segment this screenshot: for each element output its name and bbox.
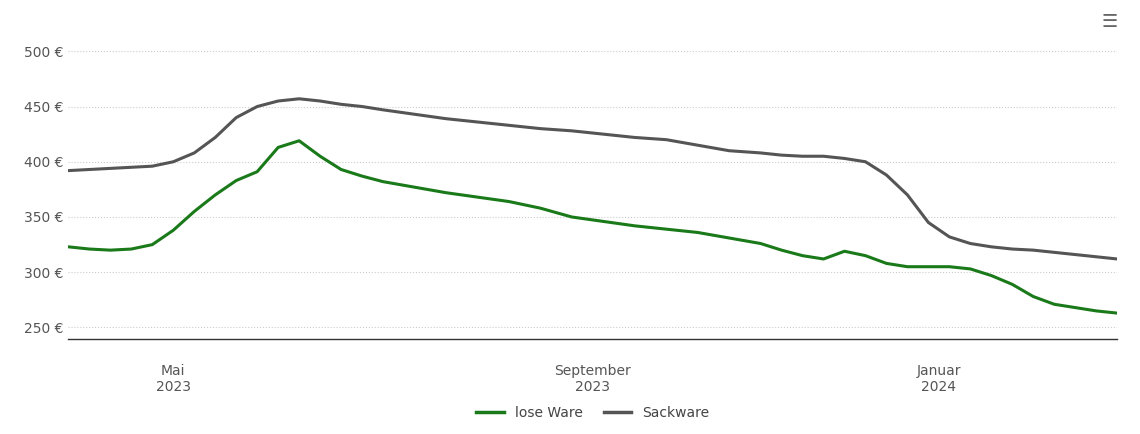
Text: Mai
2023: Mai 2023	[156, 364, 190, 394]
Legend: lose Ware, Sackware: lose Ware, Sackware	[471, 400, 715, 425]
Text: September
2023: September 2023	[554, 364, 632, 394]
Text: Januar
2024: Januar 2024	[917, 364, 961, 394]
Text: ☰: ☰	[1101, 13, 1117, 31]
